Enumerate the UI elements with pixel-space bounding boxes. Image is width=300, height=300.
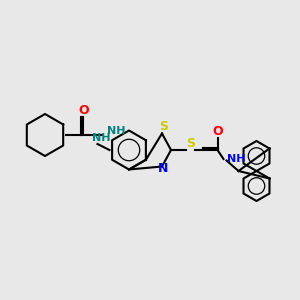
Text: O: O bbox=[79, 104, 89, 117]
Text: NH: NH bbox=[106, 125, 125, 136]
Text: NH: NH bbox=[92, 133, 110, 143]
Text: S: S bbox=[186, 137, 195, 150]
Text: O: O bbox=[212, 125, 223, 138]
Text: S: S bbox=[159, 121, 168, 134]
Text: NH: NH bbox=[226, 154, 245, 164]
Text: N: N bbox=[158, 162, 169, 175]
